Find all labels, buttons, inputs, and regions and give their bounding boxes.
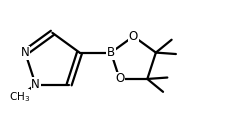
Text: CH$_3$: CH$_3$ bbox=[8, 90, 30, 104]
Text: N: N bbox=[31, 78, 40, 91]
Text: O: O bbox=[115, 72, 124, 85]
Text: O: O bbox=[129, 30, 138, 43]
Text: B: B bbox=[107, 46, 115, 59]
Text: N: N bbox=[21, 46, 30, 59]
